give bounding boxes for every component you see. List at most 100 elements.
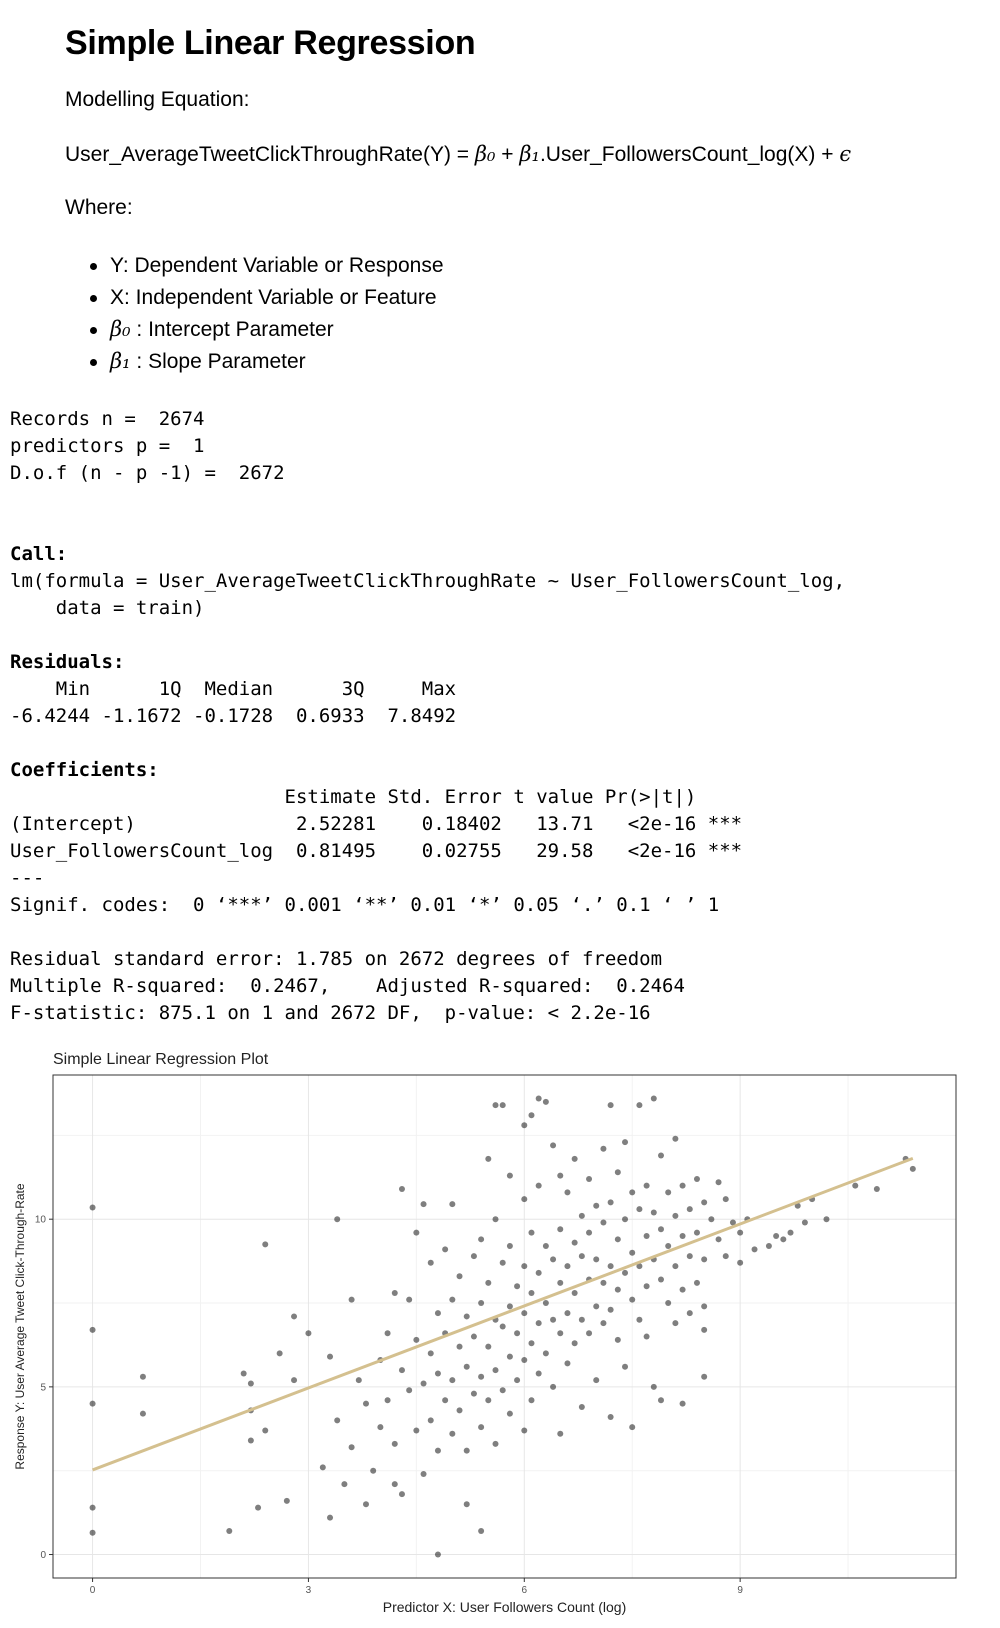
data-point — [226, 1528, 233, 1535]
residual-standard-error: Residual standard error: 1.785 on 2672 d… — [10, 948, 663, 970]
data-point — [614, 1236, 621, 1243]
data-point — [89, 1204, 96, 1211]
data-point — [478, 1236, 485, 1243]
data-point — [377, 1424, 384, 1431]
data-point — [139, 1373, 146, 1380]
data-point — [629, 1424, 636, 1431]
data-point — [629, 1249, 636, 1256]
f-statistic-line: F-statistic: 875.1 on 1 and 2672 DF, p-v… — [10, 1002, 651, 1024]
data-point — [420, 1380, 427, 1387]
data-point — [327, 1514, 334, 1521]
data-point — [384, 1397, 391, 1404]
data-point — [449, 1296, 456, 1303]
data-point — [485, 1155, 492, 1162]
data-point — [550, 1142, 557, 1149]
data-point — [398, 1186, 405, 1193]
data-point — [542, 1350, 549, 1357]
data-point — [614, 1286, 621, 1293]
data-point — [600, 1145, 607, 1152]
data-point — [715, 1236, 722, 1243]
data-point — [485, 1397, 492, 1404]
data-point — [650, 1383, 657, 1390]
data-point — [506, 1172, 513, 1179]
data-point — [852, 1182, 859, 1189]
data-point — [434, 1310, 441, 1317]
data-point — [262, 1241, 269, 1248]
data-point — [434, 1370, 441, 1377]
data-point — [629, 1189, 636, 1196]
data-point — [362, 1501, 369, 1508]
data-point — [586, 1229, 593, 1236]
data-point — [535, 1182, 542, 1189]
data-point — [622, 1216, 629, 1223]
data-point — [528, 1340, 535, 1347]
data-point — [514, 1377, 521, 1384]
data-point — [348, 1444, 355, 1451]
data-point — [478, 1424, 485, 1431]
data-point — [276, 1350, 283, 1357]
data-point — [406, 1296, 413, 1303]
data-point — [614, 1169, 621, 1176]
data-point — [657, 1226, 664, 1233]
data-point — [492, 1440, 499, 1447]
y-axis-label: Response Y: User Average Tweet Click-Thr… — [13, 1183, 27, 1469]
data-point — [463, 1447, 470, 1454]
signif-codes: Signif. codes: 0 ‘***’ 0.001 ‘**’ 0.01 ‘… — [10, 894, 720, 916]
coefficients-row-slope: User_FollowersCount_log 0.81495 0.02755 … — [10, 840, 743, 862]
data-point — [701, 1256, 708, 1263]
data-point — [636, 1263, 643, 1270]
list-item: β₀ : Intercept Parameter — [88, 313, 444, 345]
data-point — [701, 1303, 708, 1310]
data-point — [686, 1206, 693, 1213]
call-data-line: data = train) — [10, 597, 205, 619]
data-point — [701, 1373, 708, 1380]
data-point — [413, 1427, 420, 1434]
residuals-values: -6.4244 -1.1672 -0.1728 0.6933 7.8492 — [10, 705, 457, 727]
data-point — [578, 1316, 585, 1323]
data-point — [391, 1440, 398, 1447]
predictors-p-line: predictors p = 1 — [10, 435, 205, 457]
data-point — [442, 1397, 449, 1404]
residuals-label: Residuals: — [10, 651, 125, 673]
data-point — [89, 1326, 96, 1333]
coefficients-header: Estimate Std. Error t value Pr(>|t|) — [10, 786, 697, 808]
data-point — [557, 1330, 564, 1337]
regression-line — [92, 1156, 914, 1472]
data-point — [247, 1380, 254, 1387]
data-point — [715, 1179, 722, 1186]
data-point — [406, 1387, 413, 1394]
data-point — [291, 1377, 298, 1384]
call-label: Call: — [10, 543, 68, 565]
data-point — [89, 1400, 96, 1407]
regression-scatter-plot: Simple Linear Regression Plot 0 3 6 9 0 5 10 Pre… — [13, 1051, 957, 1615]
data-point — [514, 1330, 521, 1337]
data-point — [873, 1186, 880, 1193]
data-point — [420, 1471, 427, 1478]
data-point — [391, 1289, 398, 1296]
data-point — [240, 1370, 247, 1377]
data-point — [672, 1212, 679, 1219]
data-point — [535, 1095, 542, 1102]
x-tick-label: 6 — [522, 1585, 528, 1596]
data-point — [787, 1229, 794, 1236]
data-point — [614, 1336, 621, 1343]
data-point — [571, 1239, 578, 1246]
data-point — [557, 1430, 564, 1437]
data-point — [693, 1175, 700, 1182]
modelling-equation-label: Modelling Equation: — [65, 88, 250, 111]
data-point — [470, 1253, 477, 1260]
data-point — [427, 1259, 434, 1266]
data-point — [398, 1491, 405, 1498]
data-point — [679, 1400, 686, 1407]
data-point — [478, 1528, 485, 1535]
data-point — [355, 1377, 362, 1384]
data-point — [247, 1437, 254, 1444]
data-point — [636, 1206, 643, 1213]
data-point — [657, 1152, 664, 1159]
data-point — [622, 1269, 629, 1276]
data-point — [514, 1283, 521, 1290]
bullet-text: : Slope Parameter — [130, 350, 306, 373]
data-point — [463, 1313, 470, 1320]
data-point — [765, 1243, 772, 1250]
data-point — [686, 1310, 693, 1317]
